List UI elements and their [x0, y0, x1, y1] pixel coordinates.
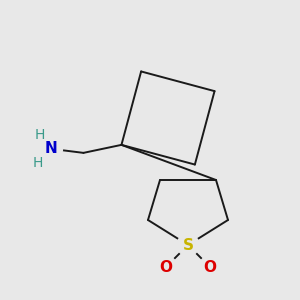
Text: O: O — [203, 260, 217, 274]
Circle shape — [155, 256, 177, 278]
Circle shape — [177, 234, 199, 256]
Circle shape — [199, 256, 221, 278]
Text: O: O — [160, 260, 172, 274]
Text: S: S — [182, 238, 194, 253]
Circle shape — [40, 138, 62, 160]
Text: N: N — [45, 141, 58, 156]
Text: H: H — [34, 128, 45, 142]
Text: H: H — [32, 156, 43, 170]
